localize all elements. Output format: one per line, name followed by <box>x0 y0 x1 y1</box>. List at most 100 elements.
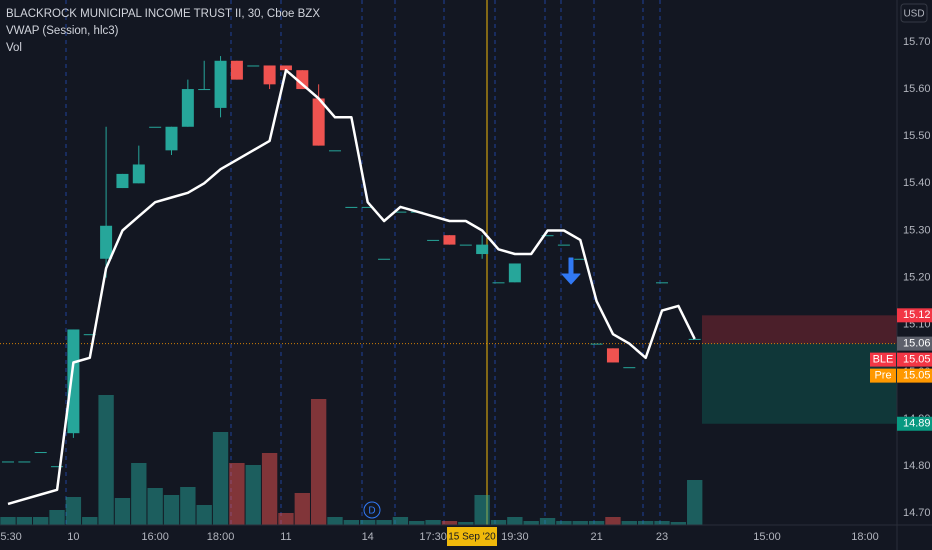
candle-body <box>83 334 96 336</box>
candle-body <box>181 89 194 127</box>
volume-bar <box>507 517 523 525</box>
volume-bar <box>474 495 490 525</box>
volume-bar <box>588 521 605 525</box>
volume-bar <box>294 493 310 525</box>
price-axis <box>897 0 932 550</box>
candle-body <box>116 173 129 189</box>
volume-bar <box>392 517 409 525</box>
volume-bar <box>409 521 425 525</box>
candle-body <box>279 65 292 71</box>
symbol-title: BLACKROCK MUNICIPAL INCOME TRUST II, 30,… <box>6 8 320 20</box>
candle-body <box>214 60 227 108</box>
candle-body <box>165 126 178 151</box>
volume-bar <box>147 488 163 525</box>
candle-body <box>2 461 14 463</box>
price-marker-box <box>897 308 932 323</box>
x-tick-label: 17:30 <box>419 531 447 543</box>
candle-body <box>198 89 211 91</box>
candle-body <box>67 329 80 434</box>
candle-body <box>459 244 472 246</box>
candle-body <box>345 206 358 208</box>
price-marker-box <box>897 336 932 351</box>
crosshair-label-box <box>447 527 497 546</box>
candle-body <box>606 348 619 363</box>
candle-body <box>590 343 603 345</box>
candle-body <box>18 461 31 463</box>
volume-bar <box>572 521 588 525</box>
candle-body <box>394 211 407 213</box>
candle-body <box>492 282 505 284</box>
x-tick-label: 15:30 <box>0 531 22 543</box>
price-marker-tag <box>870 352 896 367</box>
dividend-marker[interactable] <box>363 501 381 519</box>
price-marker-name: Pre <box>874 370 891 382</box>
candle-body <box>132 164 145 184</box>
candle-body <box>149 126 162 128</box>
sell-arrow <box>561 257 581 285</box>
volume-bar <box>490 520 507 525</box>
price-marker-box <box>897 368 932 383</box>
volume-bar <box>670 522 687 525</box>
y-tick-label: 15.60 <box>903 83 931 95</box>
currency-box[interactable] <box>900 3 928 23</box>
stop-zone[interactable] <box>702 315 897 344</box>
volume-bar <box>441 521 458 525</box>
volume-bar <box>212 432 229 525</box>
dividend-label: D <box>368 506 375 517</box>
candle-body <box>296 70 309 90</box>
volume-bar <box>245 465 261 525</box>
volume-bar <box>343 520 360 525</box>
x-tick-label: 18:00 <box>851 531 879 543</box>
volume-bar <box>114 498 131 525</box>
volume-bar <box>539 518 556 525</box>
y-tick-label: 15.20 <box>903 272 931 284</box>
candle-body <box>263 65 276 85</box>
x-tick-label: 16:00 <box>141 531 169 543</box>
volume-bar <box>261 453 278 525</box>
x-tick-label: 18:00 <box>207 531 235 543</box>
indicator-label: VWAP (Session, hlc3) <box>6 25 119 37</box>
target-zone[interactable] <box>702 343 897 424</box>
volume-bar <box>556 521 572 525</box>
volume-bar <box>16 517 33 525</box>
y-tick-label: 14.70 <box>903 507 931 519</box>
price-marker-box <box>897 416 932 431</box>
price-marker-label: 15.12 <box>903 309 931 321</box>
y-tick-label: 14.80 <box>903 460 931 472</box>
volume-bar <box>523 521 539 525</box>
candle-body <box>557 244 570 246</box>
candle-body <box>623 367 636 369</box>
crosshair-label: 15 Sep '20 <box>448 532 496 543</box>
volume-bar <box>33 517 49 525</box>
volume-bar <box>49 510 65 525</box>
y-tick-label: 15.70 <box>903 36 931 48</box>
x-tick-label: 23 <box>656 531 668 543</box>
volume-label: Vol <box>6 42 22 54</box>
volume-bar <box>425 520 441 525</box>
candle-body <box>329 150 341 152</box>
x-tick-label: 14 <box>362 531 374 543</box>
price-marker-name: BLE <box>873 354 894 366</box>
candle-body <box>656 282 668 284</box>
volume-bar <box>278 513 294 525</box>
volume-bar <box>360 520 376 525</box>
candle-body <box>230 60 243 80</box>
candle-body <box>574 258 587 260</box>
x-tick-label: 19:30 <box>501 531 529 543</box>
candle-body <box>247 65 260 67</box>
volume-bar <box>131 463 147 525</box>
x-tick-label: 15:00 <box>753 531 781 543</box>
volume-bar <box>621 521 637 525</box>
candle-body <box>443 235 456 245</box>
y-tick-label: 15.30 <box>903 224 931 236</box>
volume-bar <box>376 520 392 525</box>
price-marker-tag <box>870 368 896 383</box>
volume-bar <box>82 517 98 525</box>
volume-bar <box>310 399 327 525</box>
volume-bar <box>458 522 474 525</box>
candle-body <box>361 206 374 208</box>
candle-body <box>312 98 325 146</box>
price-marker-label: 15.05 <box>903 370 931 382</box>
